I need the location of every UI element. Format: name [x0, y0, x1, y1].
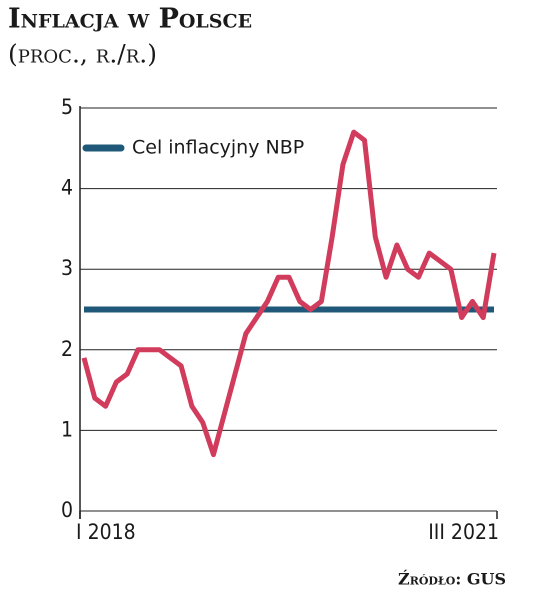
x-tick-label: I 2018: [76, 520, 136, 544]
chart-subtitle: (proc., r./r.): [8, 40, 157, 69]
y-tick-label: 4: [61, 176, 73, 200]
legend-label: Cel inflacyjny NBP: [132, 137, 304, 159]
y-tick-label: 3: [61, 256, 73, 280]
source: Źródło: GUS: [398, 569, 506, 589]
y-tick-label: 0: [61, 498, 73, 522]
y-tick-label: 1: [61, 417, 73, 441]
y-tick-label: 5: [61, 95, 73, 119]
x-tick-label: III 2021: [428, 520, 499, 544]
chart-title: Inflacja w Polsce: [8, 4, 252, 35]
y-tick-label: 2: [61, 337, 73, 361]
series-line: [81, 129, 497, 458]
